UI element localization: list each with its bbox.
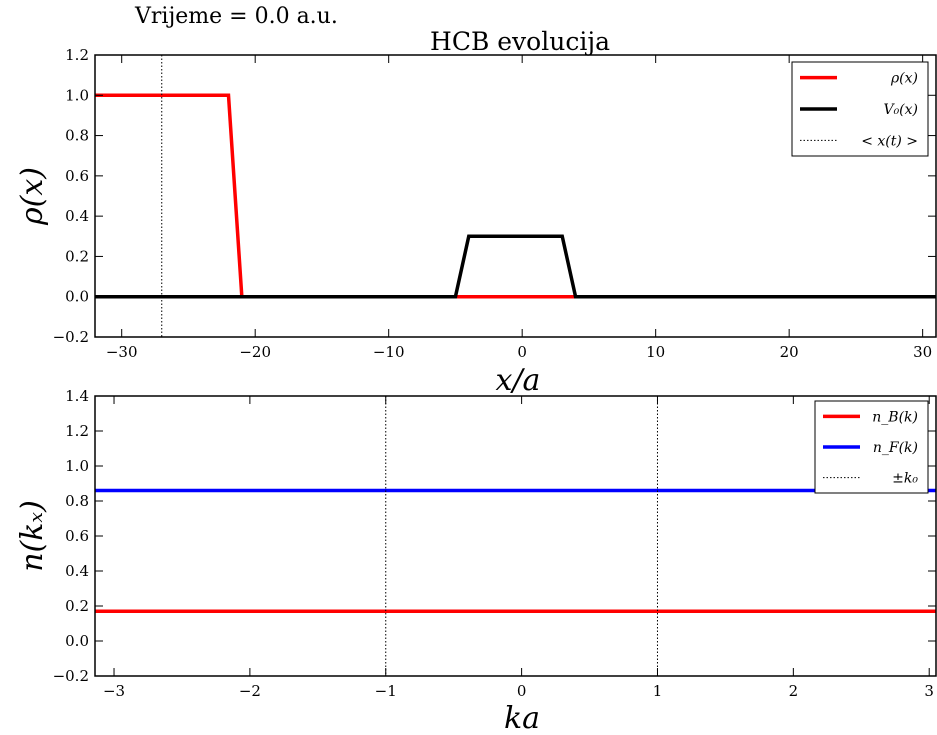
x-tick-label: −20 xyxy=(239,343,271,361)
y-tick-label: 1.2 xyxy=(65,422,89,440)
x-tick-label: −10 xyxy=(373,343,405,361)
y-tick-label: −0.2 xyxy=(53,328,89,346)
y-tick-label: 0.6 xyxy=(65,167,89,185)
y-tick-label: 0.2 xyxy=(65,247,89,265)
y-axis-label: n(kₓ) xyxy=(15,500,50,572)
y-axis-label: ρ(x) xyxy=(15,167,50,226)
legend-label: n_B(k) xyxy=(872,409,918,425)
y-tick-label: 0.2 xyxy=(65,597,89,615)
x-tick-label: 30 xyxy=(913,343,932,361)
y-tick-label: 0.4 xyxy=(65,207,89,225)
legend-label: V₀(x) xyxy=(883,102,918,118)
x-axis-label: x/a xyxy=(496,363,541,398)
chart-rho: HCB evolucija −30 −20 −10 0 10 20 30 −0.2 0.0 0.2… xyxy=(15,27,937,398)
y-tick-label: 0.0 xyxy=(65,288,89,306)
legend: ρ(x) V₀(x) < x(t) > xyxy=(791,61,929,157)
y-tick-label: 0.8 xyxy=(65,127,89,145)
y-tick-label: 0.4 xyxy=(65,562,89,580)
x-tick-label: 20 xyxy=(780,343,799,361)
x-tick-label: −30 xyxy=(106,343,138,361)
chart-nk: −3 −2 −1 0 1 2 3 −0.2 0.0 0.2 0.4 0.6 0.8 1.0 1.2 1.4 k… xyxy=(15,387,937,735)
plot-frame xyxy=(94,395,937,677)
x-tick-label: 3 xyxy=(924,682,934,700)
x-tick-label: −3 xyxy=(103,682,125,700)
y-tick-label: 1.2 xyxy=(65,46,89,64)
x-tick-label: −2 xyxy=(239,682,261,700)
y-tick-label: −0.2 xyxy=(53,667,89,685)
x-axis-label: ka xyxy=(504,701,540,735)
legend-label: ρ(x) xyxy=(890,71,918,87)
legend-label: n_F(k) xyxy=(873,440,918,456)
x-tick-label: 0 xyxy=(517,343,527,361)
x-tick-label: 2 xyxy=(789,682,799,700)
time-label: Vrijeme = 0.0 a.u. xyxy=(135,4,338,29)
y-tick-label: 1.4 xyxy=(65,387,89,405)
legend-label: < x(t) > xyxy=(861,133,918,149)
series-line xyxy=(95,234,936,299)
y-tick-label: 0.6 xyxy=(65,527,89,545)
y-tick-label: 1.0 xyxy=(65,457,89,475)
x-tick-label: 0 xyxy=(517,682,527,700)
x-tick-label: 10 xyxy=(646,343,665,361)
chart-title: HCB evolucija xyxy=(430,27,610,56)
y-tick-label: 1.0 xyxy=(65,86,89,104)
y-tick-label: 0.0 xyxy=(65,632,89,650)
x-tick-label: −1 xyxy=(375,682,397,700)
plot-frame xyxy=(94,54,937,338)
y-tick-label: 0.8 xyxy=(65,492,89,510)
legend: n_B(k) n_F(k) ±k₀ xyxy=(814,400,929,494)
legend-label: ±k₀ xyxy=(892,471,918,487)
x-tick-label: 1 xyxy=(653,682,663,700)
